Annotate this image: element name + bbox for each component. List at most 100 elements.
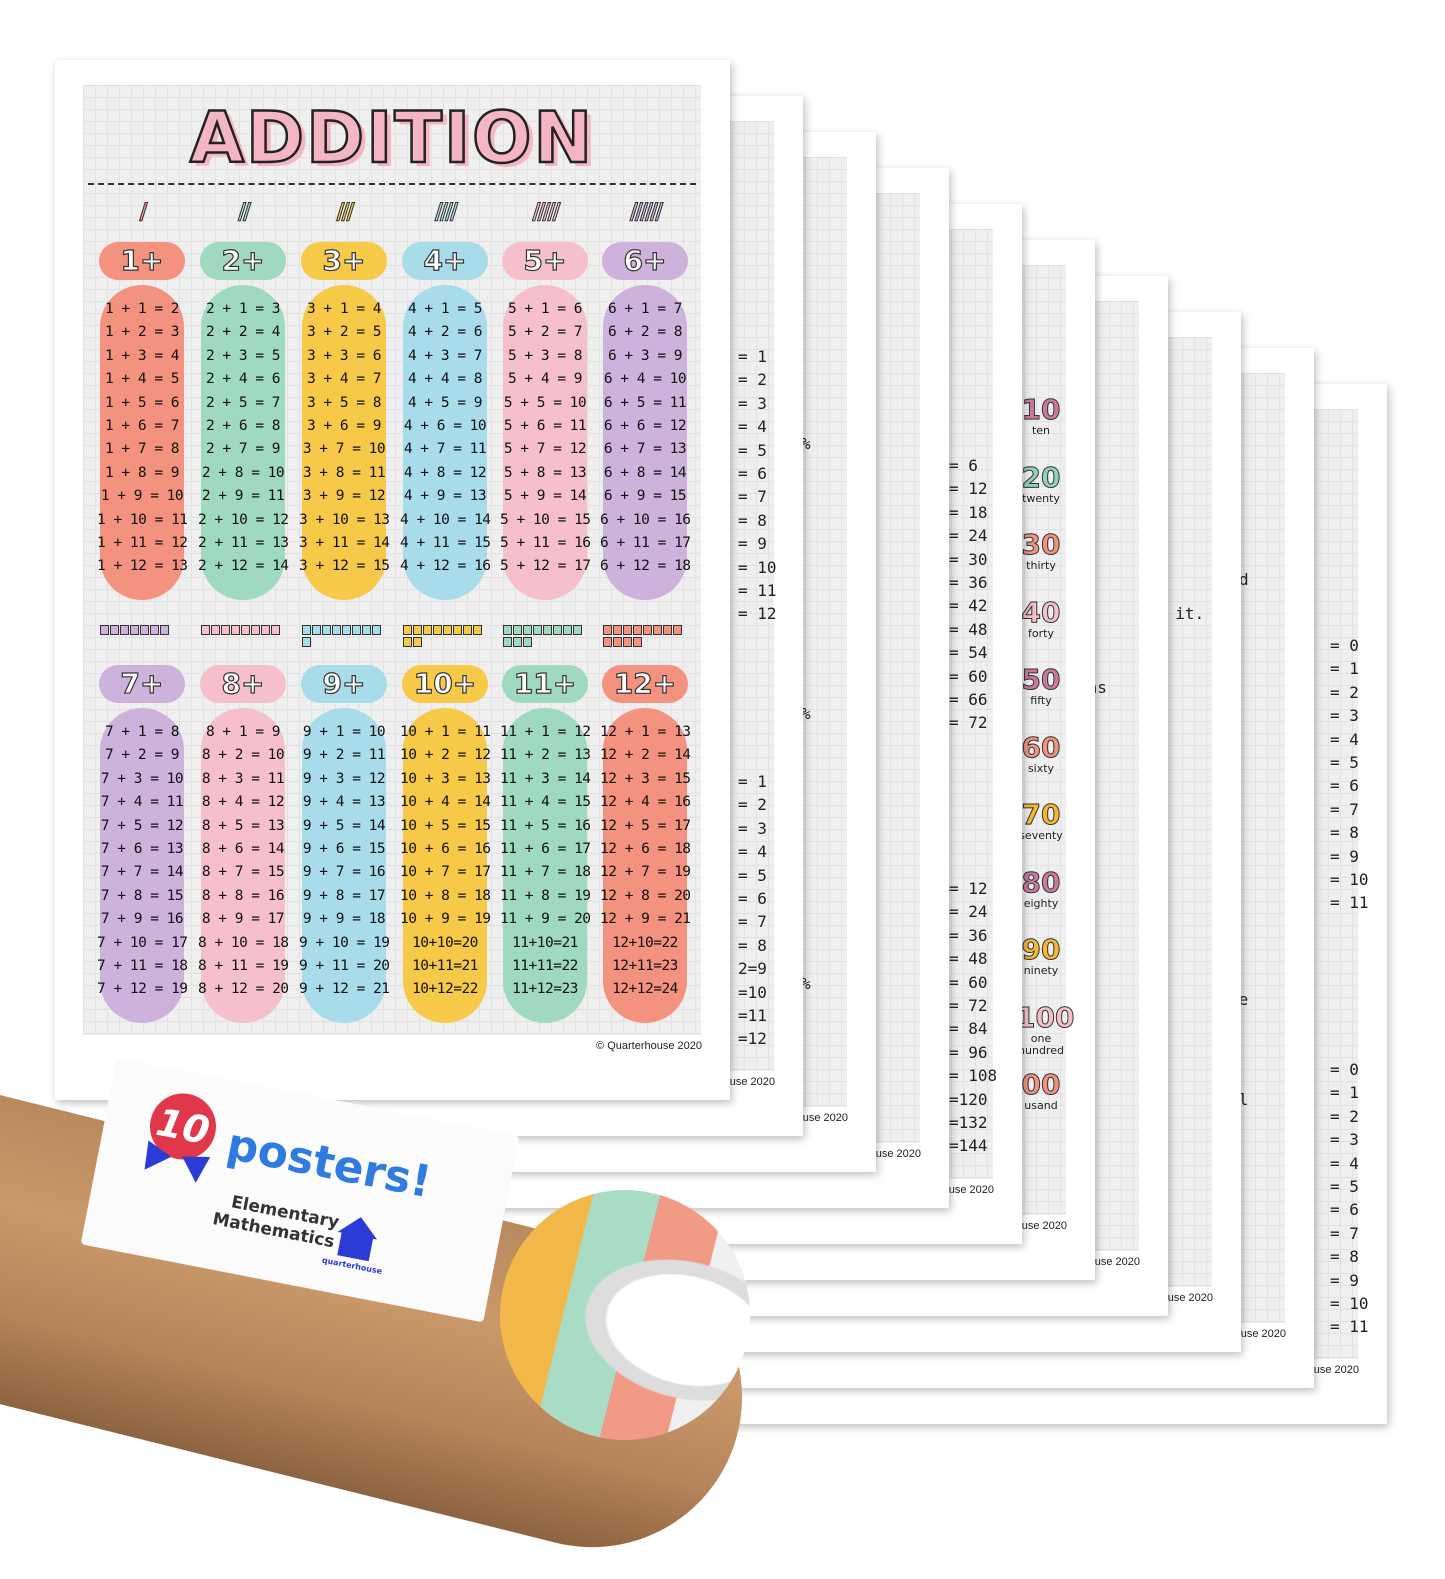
column-pill <box>302 708 386 1023</box>
equation: 2 + 10 = 12 <box>198 511 289 528</box>
column-header: 6+ <box>602 242 688 280</box>
equation: 3 + 10 = 13 <box>299 511 390 528</box>
fragment-line: = 4 <box>738 417 767 437</box>
equation: 7 + 8 = 15 <box>100 887 184 904</box>
fragment-line: % <box>801 704 811 723</box>
poster-fragment: = 1 = 2 = 3 = 4 = 5 = 6 = 7 = 8 2=9 =10 =11 =12 <box>738 770 767 1051</box>
blocks-icon <box>502 625 588 655</box>
column-pill <box>201 708 285 1023</box>
tens-number: 70 <box>1021 798 1061 831</box>
equation: 11 + 7 = 18 <box>500 864 591 881</box>
equation: 10 + 1 = 11 <box>400 724 491 740</box>
fragment-line: = 72 <box>949 996 988 1016</box>
equation: 5 + 11 = 16 <box>500 535 591 551</box>
equation: 10 + 3 = 13 <box>400 770 491 787</box>
fragment-line: = 2 <box>1330 682 1359 702</box>
equation: 11 + 9 = 20 <box>500 911 591 928</box>
fragment-line: = 48 <box>949 949 988 969</box>
equation: 12 + 4 = 16 <box>600 794 691 811</box>
equation: 12+11=23 <box>612 958 678 974</box>
fragment-line: = 54 <box>949 643 988 663</box>
equation: 1 + 7 = 8 <box>104 441 180 458</box>
column-pill <box>403 708 487 1023</box>
tally-icon: // <box>237 200 251 226</box>
fragment-line: = 36 <box>949 573 988 593</box>
fragment-line: = 11 <box>1330 893 1369 913</box>
equation: 4 + 5 = 9 <box>407 394 483 411</box>
equation: 3 + 6 = 9 <box>306 418 382 434</box>
fragment-line: = 96 <box>949 1042 988 1062</box>
equation: 9 + 12 = 21 <box>299 981 390 998</box>
equation: 12 + 3 = 15 <box>600 770 691 787</box>
equation: 6 + 7 = 13 <box>603 441 687 458</box>
equation: 9 + 2 = 11 <box>302 747 386 764</box>
fragment-line: = 10 <box>738 557 777 577</box>
fragment-line: = 6 <box>738 464 767 484</box>
poster-fragment: = 0 = 1 = 2 = 3 = 4 = 5 = 6 = 7 = 8 = 9 = 10 = 11 <box>1330 634 1369 915</box>
fragment-line: = 108 <box>949 1066 998 1086</box>
tens-number: 40 <box>1021 595 1061 629</box>
tens-item: 30 thirty <box>1016 529 1066 572</box>
equation: 11+12=23 <box>512 981 578 998</box>
equation: 8 + 8 = 16 <box>201 887 285 904</box>
equation: 6 + 3 = 9 <box>607 347 683 364</box>
fragment-line: = 72 <box>949 713 988 733</box>
equation: 8 + 11 = 19 <box>198 958 289 974</box>
equation: 6 + 1 = 7 <box>607 301 683 317</box>
fragment-line: t it. <box>1156 604 1205 623</box>
tally-icon: //// <box>434 200 458 226</box>
poster-grid: ADDITION / 1+ 1 + 1 = 2 1 + 2 = 3 1 + 3 = 4 1… <box>83 85 701 1035</box>
equation: 1 + 8 = 9 <box>104 464 180 481</box>
brand-name: quarterhouse <box>321 1255 383 1277</box>
equation: 12 + 8 = 20 <box>600 887 691 904</box>
addition-poster: ADDITION / 1+ 1 + 1 = 2 1 + 2 = 3 1 + 3 = 4 1… <box>55 60 730 1100</box>
fragment-line: = 7 <box>738 487 767 507</box>
equation: 7 + 5 = 12 <box>100 817 184 834</box>
equation: 7 + 10 = 17 <box>97 934 188 951</box>
fragment-line: =144 <box>949 1136 988 1156</box>
divider <box>88 183 696 185</box>
tens-word: sixty <box>1027 761 1055 775</box>
fragment-line: = 7 <box>738 912 767 932</box>
tens-word: thirty <box>1026 559 1056 572</box>
equation: 2 + 9 = 11 <box>201 488 285 505</box>
equation: 2 + 8 = 10 <box>201 464 285 481</box>
tens-word: ten <box>1031 424 1051 437</box>
equation: 10 + 5 = 15 <box>400 817 491 834</box>
tens-number: 100 <box>1016 1000 1075 1034</box>
tens-number: 00 <box>1021 1068 1061 1101</box>
tens-item: 90 ninety <box>1016 934 1066 977</box>
equation: 9 + 9 = 18 <box>302 911 386 928</box>
fragment-line: = 3 <box>1330 706 1359 726</box>
equation: 5 + 10 = 15 <box>500 511 591 528</box>
column-pill <box>603 708 687 1023</box>
fragment-line: = 42 <box>949 596 988 616</box>
equation: 1 + 10 = 11 <box>97 511 188 528</box>
fragment-line: = 6 <box>738 889 767 909</box>
equation: 3 + 3 = 6 <box>306 347 382 364</box>
column-header: 3+ <box>301 242 387 280</box>
tally-icon: / <box>139 200 148 226</box>
equation: 2 + 6 = 8 <box>205 418 281 434</box>
equation: 3 + 2 = 5 <box>306 324 382 341</box>
equation: 10 + 6 = 16 <box>400 841 491 857</box>
equation: 9 + 4 = 13 <box>302 794 386 811</box>
equation: 8 + 10 = 18 <box>198 934 289 951</box>
fragment-line: = 24 <box>949 902 988 922</box>
equation: 1 + 5 = 6 <box>104 394 180 411</box>
column-pill <box>603 285 687 600</box>
equation: 6 + 6 = 12 <box>603 418 687 434</box>
equation: 11 + 8 = 19 <box>500 887 591 904</box>
equation: 12+12=24 <box>612 981 678 998</box>
fragment-line: d <box>1239 570 1249 589</box>
equation: 5 + 8 = 13 <box>503 464 587 481</box>
fragment-line: % <box>801 434 811 453</box>
equation: 4 + 1 = 5 <box>407 301 483 317</box>
fragment-line: = 10 <box>1330 1294 1369 1314</box>
equation: 2 + 4 = 6 <box>205 371 281 388</box>
equation: 9 + 7 = 16 <box>302 864 386 881</box>
equation: 5 + 2 = 7 <box>507 324 583 341</box>
blocks-icon <box>99 625 185 655</box>
poster-fragment: = 6 = 12 = 18 = 24 = 30 = 36 = 42 = 48 = 54 = 60 =… <box>949 454 988 735</box>
equation: 11 + 1 = 12 <box>500 724 591 740</box>
